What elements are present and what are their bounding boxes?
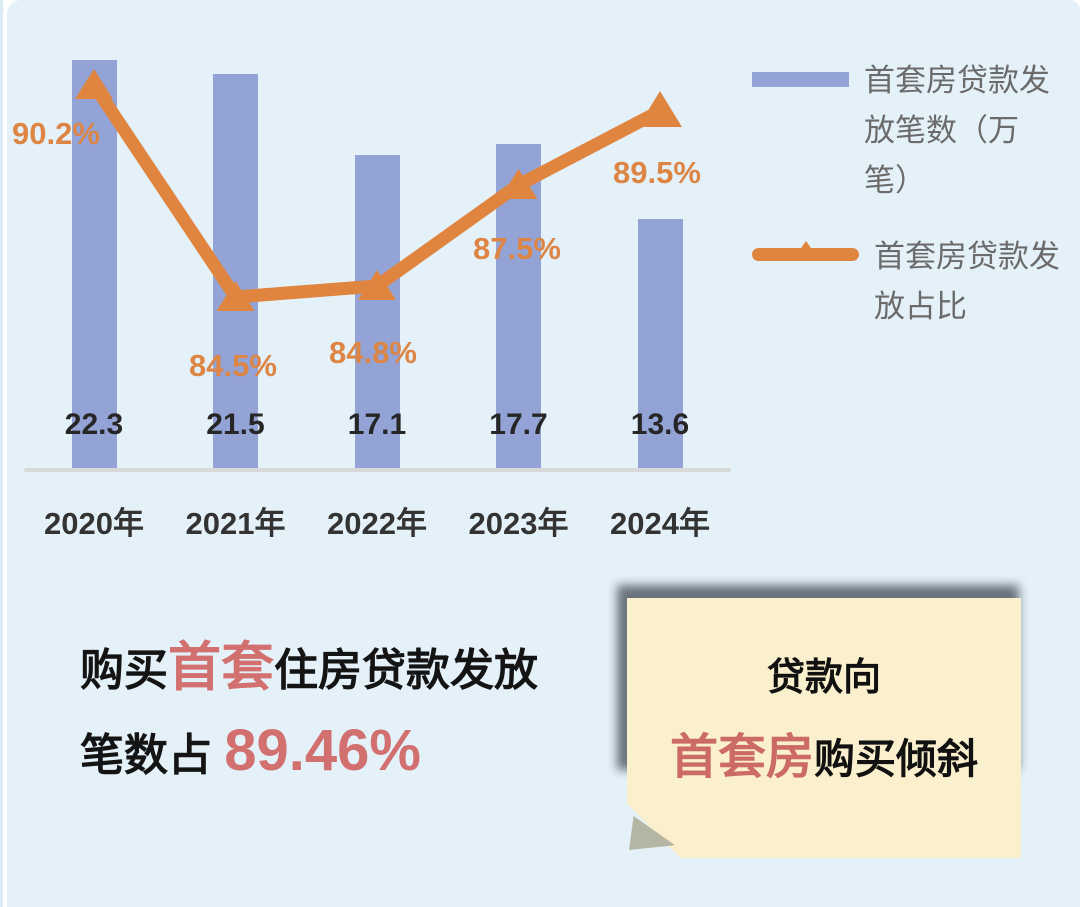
x-axis-label: 2023年 (468, 506, 569, 541)
sticky-note: 贷款向 首套房购买倾斜 (627, 598, 1021, 858)
bar-value-label: 22.3 (64, 408, 124, 441)
summary-l1-black2: 住房贷款发放 (274, 646, 538, 695)
x-axis-label: 2022年 (327, 506, 427, 541)
bar-value-label: 21.5 (206, 408, 265, 441)
page-edge-strip (0, 0, 3, 907)
legend-item-line: 首套房贷款发 放占比 (752, 232, 1074, 332)
bar-value-label: 13.6 (630, 408, 690, 441)
infographic-card: 22.3 2020年 21.5 2021年 17.1 2022年 17.7 2023年 13.6… (7, 0, 1080, 907)
summary-text: 购买首套住房贷款发放 笔数占 89.46% (80, 636, 538, 792)
summary-l2-black: 笔数占 (80, 731, 225, 780)
combo-chart: 22.3 2020年 21.5 2021年 17.1 2022年 17.7 2023年 13.6… (7, 0, 747, 560)
x-axis-label: 2024年 (610, 506, 710, 541)
line-value-label: 87.5% (473, 231, 561, 266)
x-axis-label: 2021年 (185, 506, 286, 541)
line-marker-triangle-icon (638, 91, 682, 127)
summary-line-2: 笔数占 89.46% (80, 715, 538, 792)
summary-line-1: 购买首套住房贷款发放 (80, 636, 538, 703)
note-line-2: 首套房购买倾斜 (670, 717, 978, 787)
legend-line-label: 首套房贷款发 放占比 (874, 239, 1060, 324)
x-axis-line (24, 468, 731, 472)
legend-line-swatch (752, 241, 859, 261)
legend-item-bar: 首套房贷款发 放笔数（万 笔） (752, 56, 1064, 206)
note-line2-rest: 购买倾斜 (814, 736, 978, 782)
line-value-label: 89.5% (613, 155, 701, 190)
summary-percentage: 89.46% (224, 718, 421, 783)
line-value-label: 84.5% (189, 348, 277, 383)
note-line-1: 贷款向 (766, 657, 881, 699)
note-highlight: 首套房 (669, 731, 814, 784)
line-value-label: 84.8% (329, 335, 417, 370)
bar-value-label: 17.1 (347, 408, 407, 441)
summary-l1-highlight: 首套 (168, 638, 274, 697)
bar-value-label: 17.7 (489, 408, 548, 441)
summary-l1-black1: 购买 (80, 646, 168, 695)
legend-bar-swatch (752, 72, 849, 87)
legend-bar-label: 首套房贷款发 放笔数（万 笔） (864, 63, 1050, 198)
line-value-label: 90.2% (12, 116, 100, 151)
x-axis-label: 2020年 (44, 506, 144, 541)
triangle-marker-icon (793, 241, 818, 258)
